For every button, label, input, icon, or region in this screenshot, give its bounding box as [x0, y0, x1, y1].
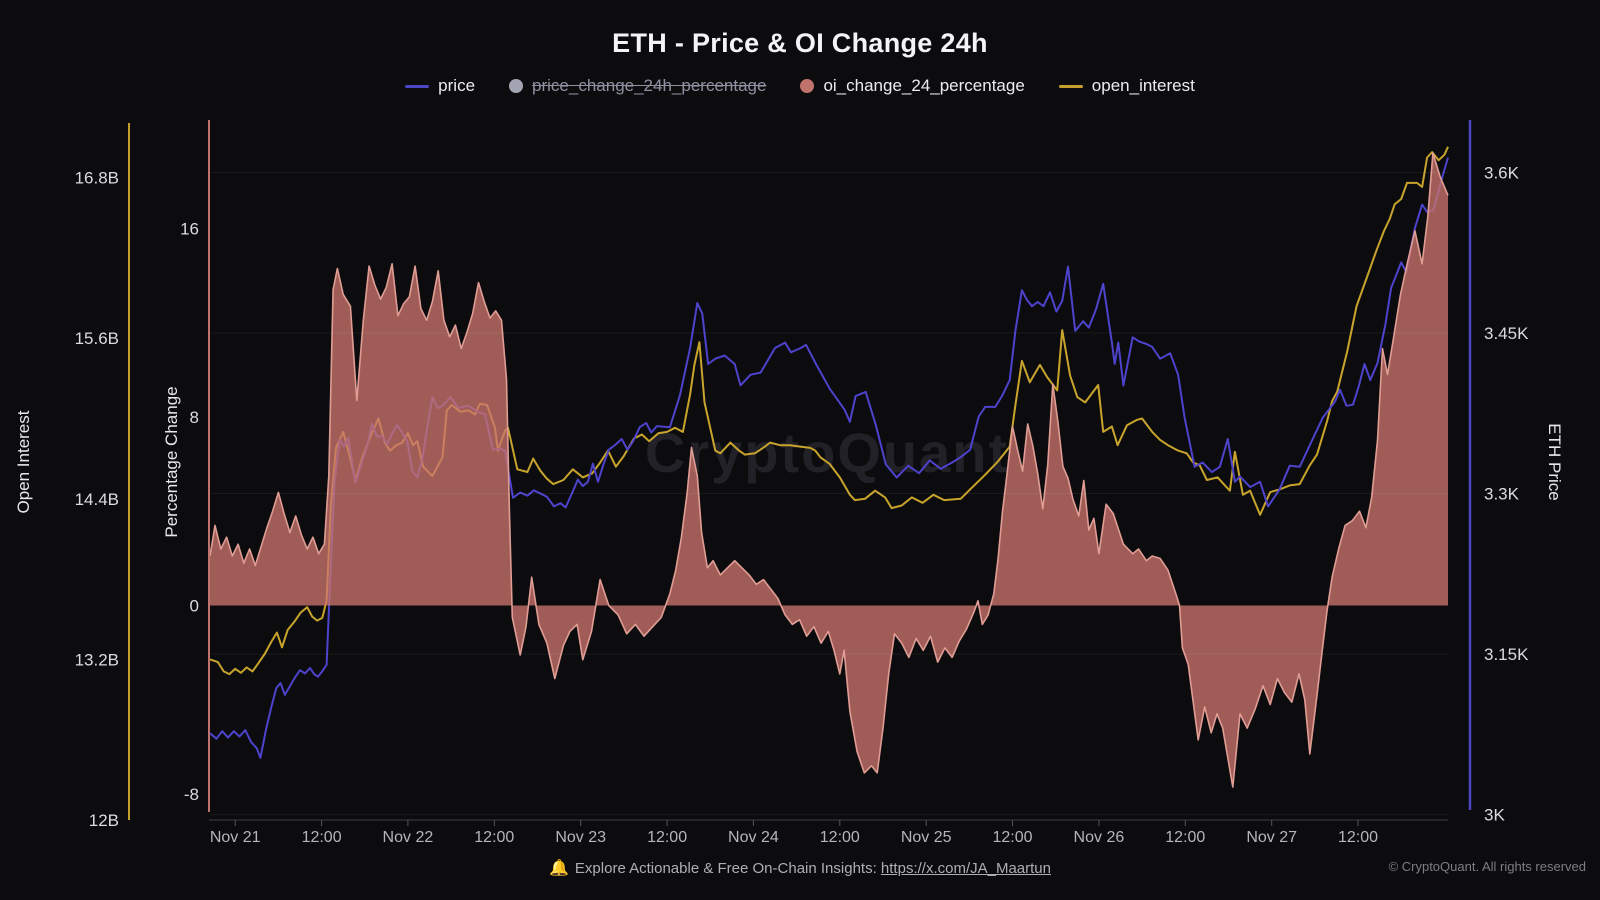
footer-promo: 🔔 Explore Actionable & Free On-Chain Insi… [0, 858, 1600, 878]
price-change-circle-marker-icon [509, 79, 524, 93]
legend-label-price-change: price_change_24h_percentage [532, 76, 767, 95]
price-tick-label: 3.15K [1484, 645, 1529, 664]
x-tick-label: 12:00 [1338, 829, 1378, 846]
legend-label-open-interest: open_interest [1091, 76, 1195, 95]
x-tick-label: Nov 22 [383, 829, 434, 846]
oi-tick-label: 12B [89, 811, 119, 830]
legend-label-oi-change: oi_change_24_percentage [823, 76, 1025, 95]
oi-tick-label: 14.4B [75, 490, 119, 509]
x-tick-label: 12:00 [992, 829, 1032, 846]
oi-change-circle-marker-icon [800, 79, 815, 93]
price-tick-label: 3.6K [1484, 163, 1520, 182]
oi-tick-label: 13.2B [75, 650, 119, 669]
pct-tick-label: 16 [180, 219, 199, 238]
x-tick-label: Nov 24 [728, 829, 779, 846]
legend-label-price: price [438, 76, 476, 95]
oi-change-area-edge [209, 152, 1449, 788]
price-tick-label: 3.3K [1484, 485, 1520, 504]
legend-item-open-interest[interactable]: open_interest [1058, 76, 1195, 96]
x-tick-label: 12:00 [474, 829, 514, 846]
x-tick-label: Nov 25 [901, 829, 952, 846]
bell-icon: 🔔 [549, 860, 569, 877]
x-tick-label: 12:00 [302, 829, 342, 846]
x-tick-label: 12:00 [647, 829, 687, 846]
x-tick-label: Nov 23 [555, 829, 606, 846]
chart-title: ETH - Price & OI Change 24h [612, 28, 988, 58]
watermark: CryptoQuant [645, 421, 1009, 484]
promo-text: Explore Actionable & Free On-Chain Insig… [574, 860, 881, 877]
legend-item-oi-change[interactable]: oi_change_24_percentage [800, 76, 1025, 96]
oi-tick-label: 15.6B [75, 329, 119, 348]
x-tick-label: 12:00 [820, 829, 860, 846]
pct-tick-label: 0 [190, 597, 199, 616]
pct-tick-label: -8 [184, 785, 199, 804]
price-tick-label: 3.45K [1484, 324, 1529, 343]
price-line-marker-icon [405, 84, 430, 88]
legend-item-price[interactable]: price [405, 76, 475, 96]
copyright-text: © CryptoQuant. All rights reserved [1388, 859, 1586, 874]
x-tick-label: Nov 27 [1246, 829, 1297, 846]
promo-link[interactable]: https://x.com/JA_Maartun [880, 860, 1051, 877]
oi-change-area [210, 153, 1448, 787]
legend: price price_change_24h_percentage oi_cha… [0, 76, 1600, 96]
x-tick-label: Nov 21 [210, 829, 261, 846]
x-tick-label: Nov 26 [1074, 829, 1125, 846]
price-tick-label: 3K [1484, 806, 1505, 825]
legend-item-price-change[interactable]: price_change_24h_percentage [509, 76, 766, 96]
pct-tick-label: 8 [190, 408, 199, 427]
oi-tick-label: 16.8B [75, 169, 119, 188]
x-tick-label: 12:00 [1165, 829, 1205, 846]
open-interest-line-marker-icon [1058, 84, 1083, 88]
